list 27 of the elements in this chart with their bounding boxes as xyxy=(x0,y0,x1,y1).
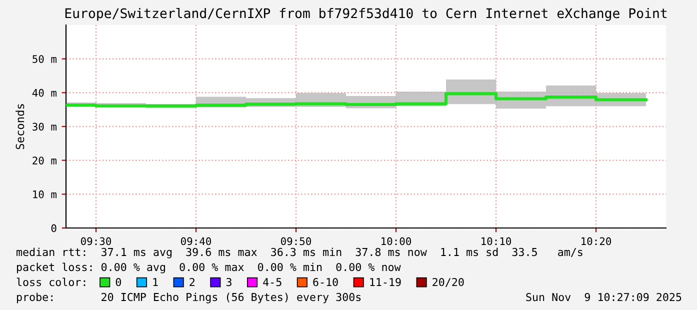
text: packet loss: 0.00 % avg 0.00 % max 0.00 % min 0.00 % now xyxy=(17,262,401,274)
y-tick-label: 10 m xyxy=(33,190,56,198)
y-tick-label: 50 m xyxy=(32,55,56,63)
x-tick-label: 09:40 xyxy=(181,237,212,246)
y-axis-title: Seconds xyxy=(16,104,24,150)
y-tick-label: 20 m xyxy=(32,156,56,164)
legend-label: 6-10 xyxy=(313,278,338,286)
legend-label: 11-19 xyxy=(370,278,401,286)
text: Sun Nov 9 10:27:09 2025 xyxy=(526,292,682,302)
legend-label: 4-5 xyxy=(263,278,282,286)
text: probe: 20 ICMP Echo Pings (56 Bytes) every 300s xyxy=(17,292,361,304)
x-tick-label: 10:00 xyxy=(382,237,412,246)
text: median rtt: 37.1 ms avg 39.6 ms max 36.3 ms min 37.8 ms now 1.1 ms sd 33.5 am/s xyxy=(16,248,582,258)
text: loss color: xyxy=(16,278,86,286)
legend-label: 3 xyxy=(226,278,232,286)
x-tick-label: 09:50 xyxy=(281,237,312,246)
legend-label: 0 xyxy=(116,278,121,286)
x-tick-label: 10:20 xyxy=(582,237,612,246)
legend-label: 20/20 xyxy=(432,278,464,288)
y-tick-label: 30 m xyxy=(32,122,56,131)
legend-label: 2 xyxy=(190,278,194,286)
y-tick-label: 40 m xyxy=(32,88,56,97)
x-tick-label: 09:30 xyxy=(81,237,112,246)
legend-label: 1 xyxy=(153,278,158,286)
x-tick-label: 10:10 xyxy=(482,237,512,246)
y-tick-label: 0 xyxy=(51,224,56,232)
chart-title: Europe/Switzerland/CernIXP from bf792f53d410 to Cern Internet eXchange Point xyxy=(65,8,667,21)
